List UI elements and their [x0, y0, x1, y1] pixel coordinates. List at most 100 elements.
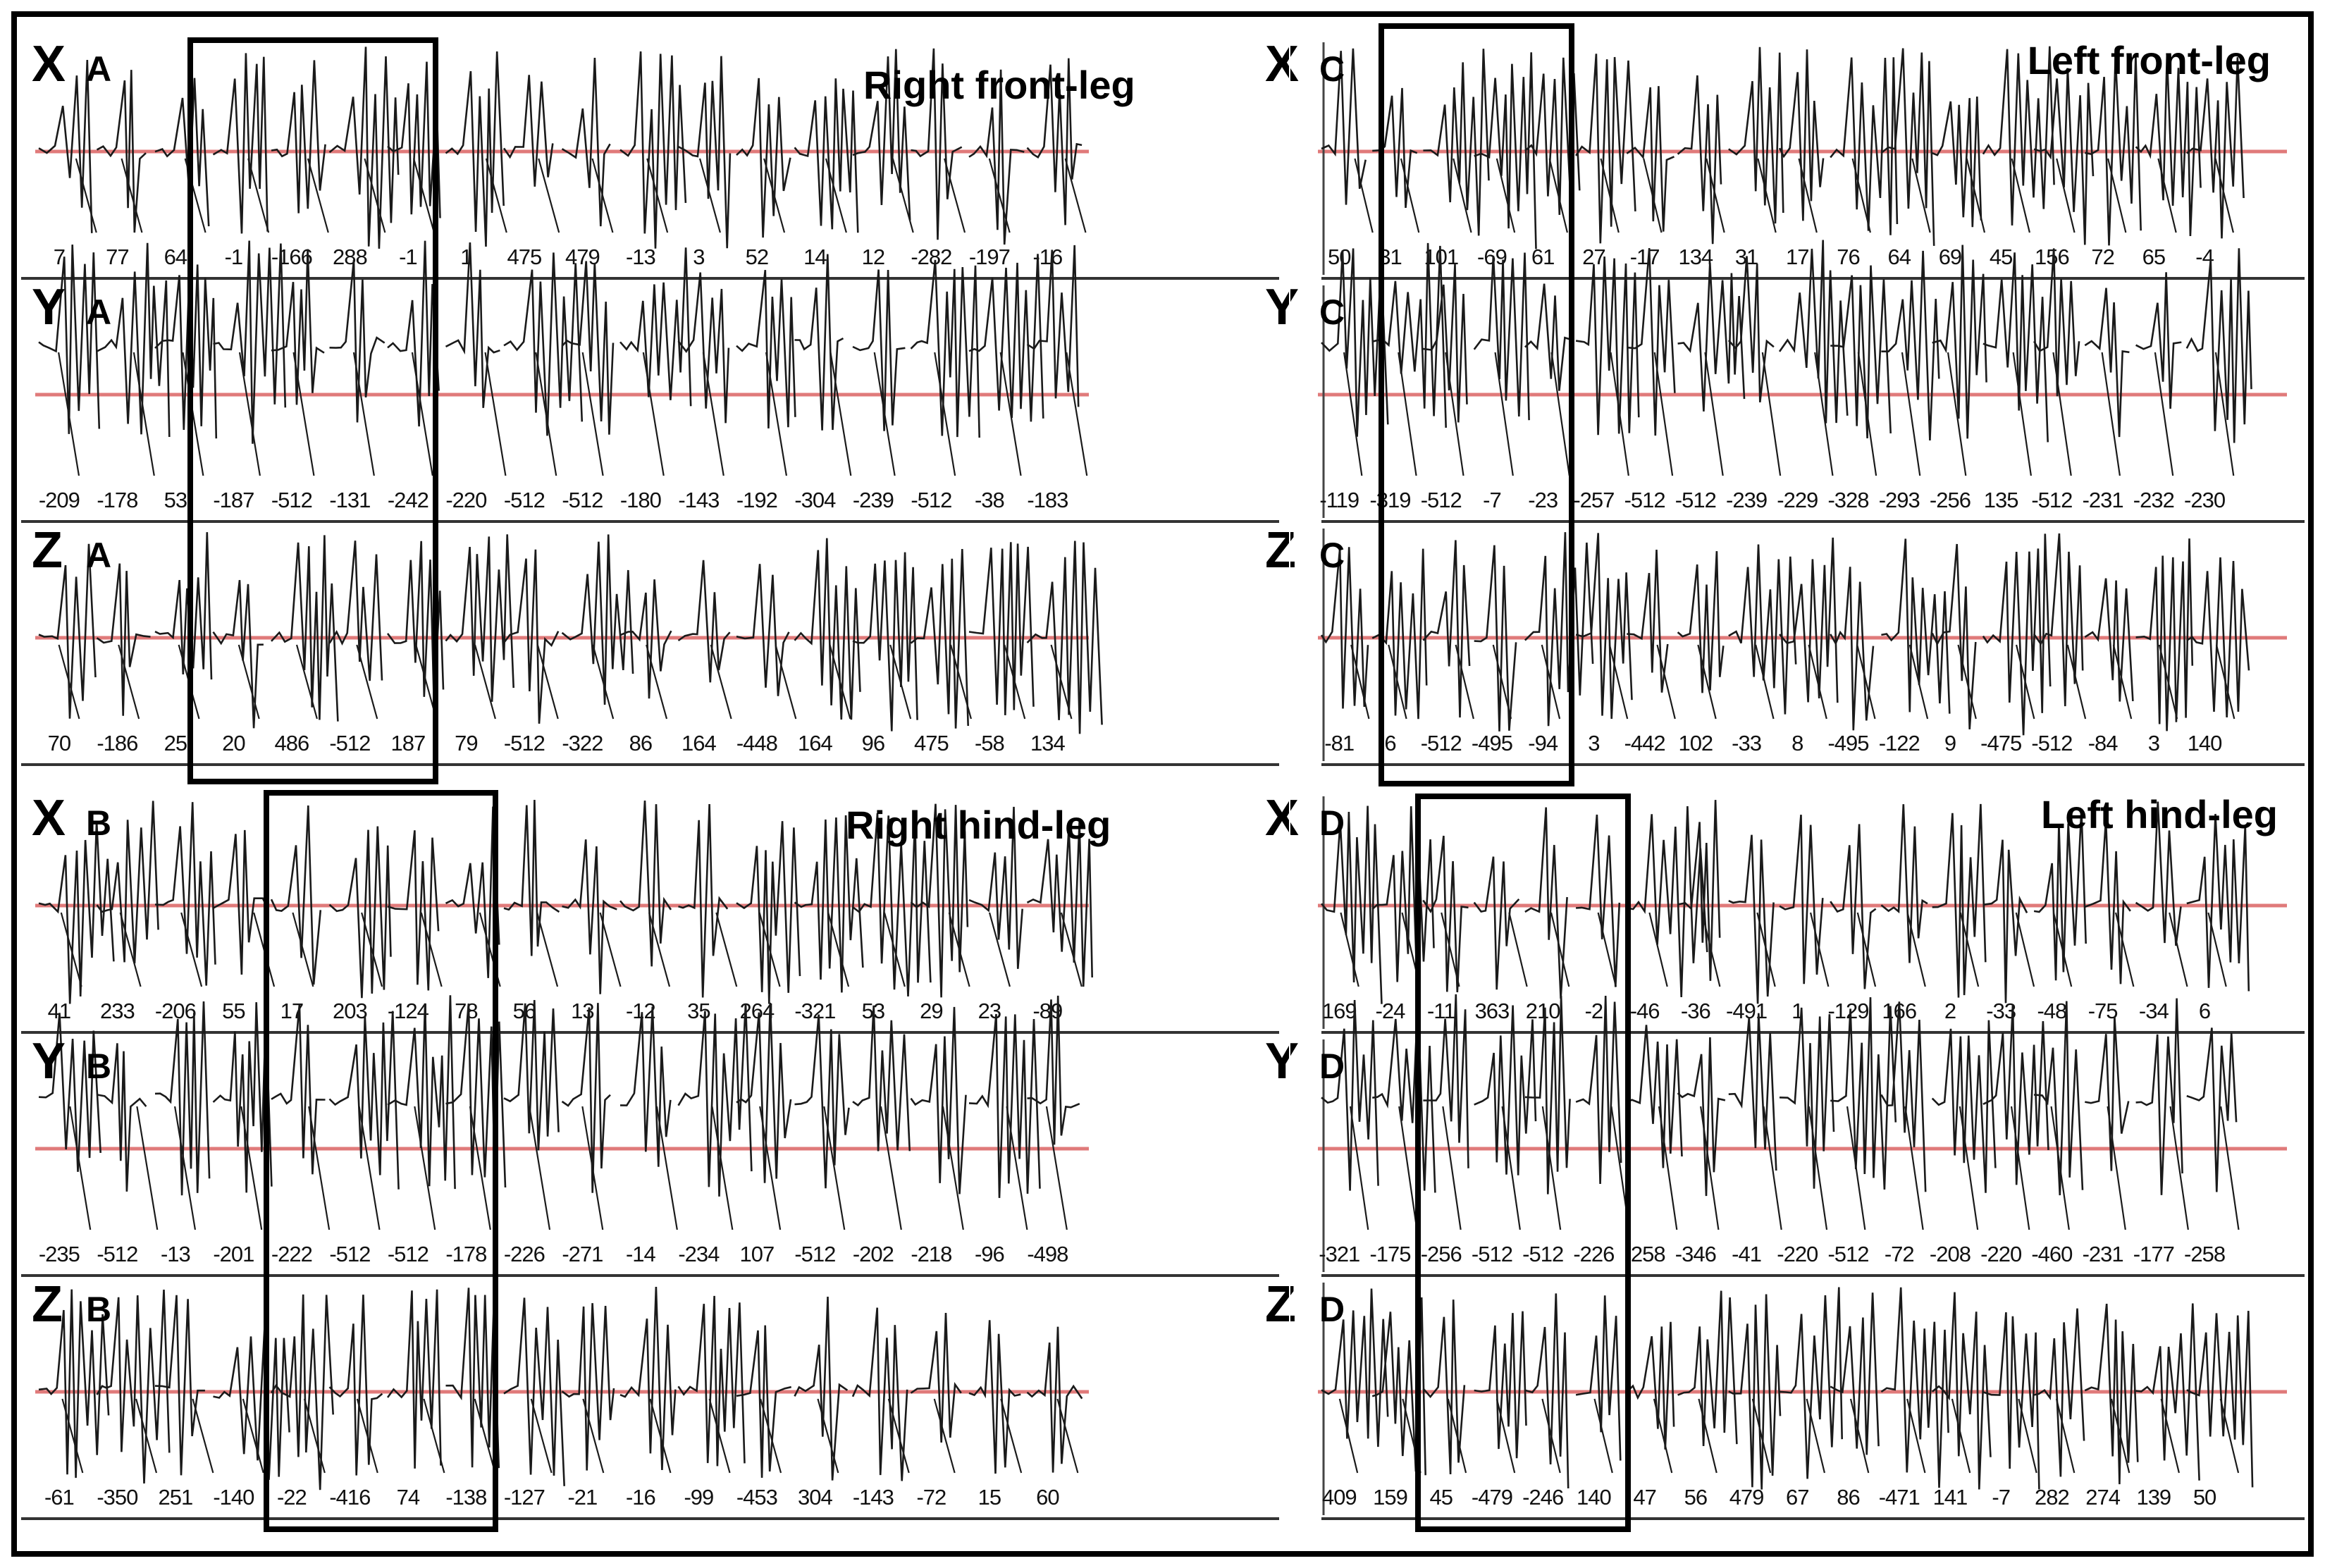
signal-trace	[1422, 540, 1471, 718]
signal-trace	[75, 158, 97, 233]
tick-label: 139	[2136, 1485, 2171, 1510]
panel-left-front-leg-y: -119 -319 -512 -7 -23 -257 -512 -512 -239 -229 -32…	[1265, 240, 2305, 523]
tick-label: -140	[213, 1485, 254, 1510]
signal-trace	[1320, 547, 1369, 709]
signal-trace	[445, 534, 514, 702]
signal-trace	[873, 352, 896, 476]
signal-trace	[1700, 1106, 1720, 1230]
signal-trace	[469, 1106, 491, 1230]
signal-trace	[295, 644, 318, 720]
signal-trace	[1541, 644, 1561, 720]
signal-trace	[121, 158, 143, 233]
signal-trace	[1550, 352, 1570, 476]
signal-trace	[1004, 644, 1026, 720]
signal-trace	[2169, 1106, 2189, 1230]
signal-trace	[2154, 352, 2174, 476]
signal-trace	[329, 260, 386, 423]
tick-label: -178	[445, 1242, 486, 1266]
signal-trace	[2214, 352, 2235, 476]
tick-label: -442	[1624, 731, 1665, 755]
signal-trace	[358, 1106, 381, 1230]
signal-trace	[97, 1043, 147, 1192]
signal-trace	[1626, 86, 1675, 232]
tick-label: -256	[1930, 488, 1971, 512]
signal-trace	[999, 352, 1022, 476]
tick-label: -124	[388, 999, 429, 1023]
tick-label: 304	[798, 1485, 832, 1510]
highlight-box	[187, 37, 438, 784]
tick-label: -350	[97, 1485, 138, 1510]
leg-letter: B	[86, 1047, 111, 1086]
tick-label: 20	[222, 731, 245, 755]
signal-trace	[242, 1398, 264, 1474]
tick-label: -475	[1980, 731, 2021, 755]
tick-label: -72	[1885, 1242, 1914, 1266]
signal-trace	[307, 158, 329, 233]
signal-trace	[1830, 1292, 1880, 1455]
signal-trace	[619, 247, 692, 407]
signal-trace	[1575, 995, 1622, 1185]
tick-label: 35	[687, 999, 710, 1023]
signal-trace	[827, 912, 850, 987]
signal-trace	[760, 1398, 782, 1474]
tick-label: -84	[2088, 731, 2119, 755]
signal-trace	[1779, 1287, 1843, 1479]
signal-trace	[1982, 46, 2055, 226]
tick-label: 53	[164, 488, 187, 512]
leg-letter: D	[1319, 803, 1345, 843]
signal-trace	[2186, 813, 2250, 992]
signal-trace	[2084, 1303, 2139, 1485]
leg-letter: C	[1319, 292, 1345, 332]
signal-trace	[1755, 644, 1775, 720]
signal-trace	[387, 240, 440, 427]
signal-trace	[1423, 264, 1468, 423]
tick-label: -479	[1472, 1485, 1512, 1510]
tick-label: 55	[222, 999, 245, 1023]
tick-label: 164	[682, 731, 716, 755]
signal-trace	[2084, 820, 2131, 984]
tick-label: 96	[862, 731, 884, 755]
tick-label: -186	[97, 731, 137, 755]
tick-label: 14	[803, 245, 827, 269]
signal-trace	[538, 158, 560, 233]
signal-trace	[180, 912, 203, 987]
tick-label: -75	[2088, 999, 2118, 1023]
signal-trace	[1808, 644, 1827, 720]
tick-label: -346	[1675, 1242, 1716, 1266]
signal-trace	[445, 51, 505, 247]
axis-letter: Z	[32, 1276, 63, 1333]
signal-trace	[212, 829, 269, 975]
signal-trace	[1846, 1106, 1866, 1230]
signal-trace	[238, 352, 261, 476]
panel-left-front-leg-x: 50 31 101 -69 61 27 -17 134 31 17 76 64 69 45 156 72 65-…	[1265, 36, 2305, 280]
signal-trace	[1982, 1312, 2040, 1490]
signal-trace	[502, 75, 554, 187]
signal-trace	[642, 352, 665, 476]
signal-trace	[852, 552, 918, 731]
signal-trace	[794, 1014, 850, 1189]
signal-trace	[212, 53, 269, 234]
tick-label: 79	[455, 731, 477, 755]
signal-trace	[1600, 158, 1620, 233]
signal-trace	[1576, 814, 1621, 987]
tick-label: 45	[1429, 1485, 1452, 1510]
signal-trace	[1575, 256, 1640, 436]
tick-label: -471	[1879, 1485, 1920, 1510]
signal-trace	[328, 47, 400, 249]
signal-trace	[2052, 912, 2073, 987]
signal-trace	[646, 158, 669, 233]
tick-label: -23	[1528, 488, 1558, 512]
signal-trace	[2010, 1106, 2030, 1230]
tick-label: 3	[1588, 731, 1599, 755]
signal-trace	[1656, 644, 1676, 720]
signal-trace	[1808, 1106, 1828, 1230]
tick-label: -209	[39, 488, 80, 512]
signal-trace	[910, 259, 980, 438]
signal-trace	[1698, 1398, 1717, 1474]
signal-trace	[2186, 1027, 2238, 1192]
signal-trace	[1677, 1290, 1738, 1447]
signal-trace	[1474, 52, 1537, 249]
signal-trace	[292, 912, 314, 987]
tick-label: -229	[1777, 488, 1818, 512]
signal-trace	[503, 799, 560, 956]
